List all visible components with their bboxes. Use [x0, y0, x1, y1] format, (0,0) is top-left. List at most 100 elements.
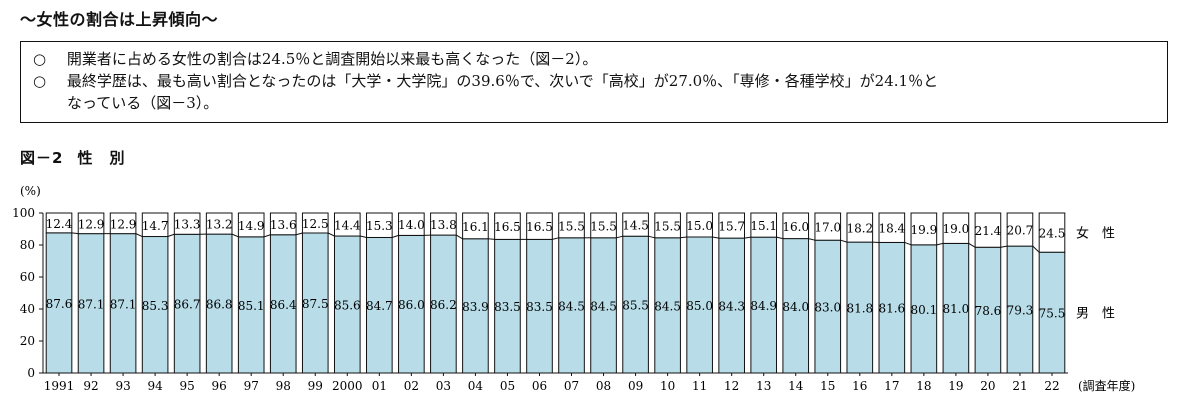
data-label-male: 81.0 [943, 302, 970, 316]
data-label-male: 84.5 [558, 299, 585, 313]
data-label-female: 13.2 [206, 218, 233, 232]
x-tick-label: 1991 [44, 379, 75, 393]
connector-line [840, 239, 848, 243]
headline: ～女性の割合は上昇傾向～ [20, 10, 219, 29]
bar-female [45, 212, 73, 234]
data-label-female: 21.4 [975, 224, 1002, 238]
x-tick-label: 01 [372, 379, 387, 393]
data-label-male: 84.3 [718, 300, 745, 314]
bar-male [910, 244, 938, 374]
x-tick-label: 92 [83, 379, 98, 393]
data-label-female: 16.5 [494, 220, 521, 234]
connector-line [616, 235, 623, 239]
data-label-male: 85.5 [622, 299, 649, 313]
data-label-male: 75.5 [1039, 307, 1066, 321]
connector-line [359, 235, 367, 238]
data-label-female: 15.3 [366, 219, 393, 233]
data-label-male: 81.6 [878, 302, 905, 316]
data-label-female: 16.0 [782, 220, 809, 234]
data-label-female: 19.0 [943, 222, 970, 236]
connector-line [680, 236, 687, 239]
data-label-male: 80.1 [911, 303, 938, 317]
data-label-female: 20.7 [1007, 224, 1034, 238]
data-label-female: 14.7 [142, 219, 169, 233]
x-axis-unit: (調査年度) [1078, 378, 1135, 393]
y-tick-label: 40 [20, 302, 35, 316]
x-tick-label: 99 [308, 379, 323, 393]
x-tick-label: 18 [916, 379, 931, 393]
figure-title: 図－2 性 別 [20, 147, 125, 168]
bar-female [526, 212, 553, 240]
data-label-male: 86.8 [206, 298, 233, 312]
data-label-male: 78.6 [975, 304, 1002, 318]
data-label-female: 15.5 [558, 219, 585, 233]
x-tick-label: 98 [276, 379, 291, 393]
data-label-female: 12.9 [110, 217, 137, 231]
data-label-male: 83.9 [462, 300, 489, 314]
data-label-female: 16.5 [526, 220, 553, 234]
x-tick-label: 2000 [332, 379, 363, 393]
bar-male [526, 238, 553, 374]
data-label-male: 86.2 [430, 298, 457, 312]
data-label-female: 19.9 [911, 223, 938, 237]
connector-line [231, 233, 239, 238]
x-tick-label: 16 [852, 379, 867, 393]
bar-male [750, 236, 778, 374]
x-tick-label: 93 [115, 379, 130, 393]
bar-female [301, 212, 329, 234]
y-tick-label: 80 [20, 238, 35, 252]
bar-female [1038, 212, 1066, 253]
bar-male [45, 232, 73, 374]
x-tick-label: 17 [884, 379, 899, 393]
x-tick-label: 14 [788, 379, 804, 393]
data-label-male: 84.7 [366, 299, 393, 313]
data-label-male: 86.4 [270, 298, 297, 312]
bar-female [942, 212, 970, 244]
x-tick-label: 95 [180, 379, 195, 393]
connector-line [648, 235, 655, 239]
bar-female [1006, 212, 1034, 247]
data-label-male: 81.8 [846, 302, 873, 316]
bar-female [430, 212, 457, 236]
bullet-circle: ○ [33, 72, 47, 90]
data-label-female: 15.7 [718, 220, 745, 234]
bar-male [366, 236, 393, 374]
x-tick-label: 13 [756, 379, 771, 393]
bar-female [878, 212, 906, 243]
connector-line [968, 242, 976, 248]
connector-line [71, 232, 79, 235]
x-tick-label: 12 [724, 379, 739, 393]
data-label-female: 16.1 [462, 220, 489, 234]
x-tick-label: 03 [436, 379, 451, 393]
data-label-male: 84.5 [590, 299, 617, 313]
bar-male [77, 233, 105, 374]
bar-female [974, 212, 1002, 248]
data-label-female: 12.5 [302, 217, 329, 231]
bar-female [237, 212, 265, 238]
bar-female [141, 212, 169, 238]
bar-male [590, 237, 617, 374]
bar-female [846, 212, 874, 243]
figure-name: 性 別 [77, 149, 126, 167]
y-tick-label: 0 [27, 366, 35, 380]
bar-male [782, 238, 810, 374]
data-label-male: 84.9 [750, 299, 777, 313]
bar-female [718, 212, 745, 239]
x-tick-label: 20 [980, 379, 995, 393]
data-label-male: 86.0 [398, 298, 425, 312]
bar-female [269, 212, 297, 236]
data-label-male: 87.6 [46, 297, 73, 311]
bar-male [622, 235, 649, 374]
connector-line [904, 241, 912, 246]
data-label-male: 84.5 [654, 299, 681, 313]
bar-female [910, 212, 938, 246]
data-label-female: 24.5 [1039, 227, 1066, 241]
data-label-female: 14.5 [622, 219, 649, 233]
x-tick-label: 15 [820, 379, 835, 393]
bar-female [205, 212, 233, 235]
y-tick-label: 100 [12, 206, 35, 220]
bar-female [750, 212, 778, 238]
x-tick-label: 04 [468, 379, 484, 393]
connector-line [295, 232, 303, 236]
data-label-male: 86.7 [174, 298, 201, 312]
